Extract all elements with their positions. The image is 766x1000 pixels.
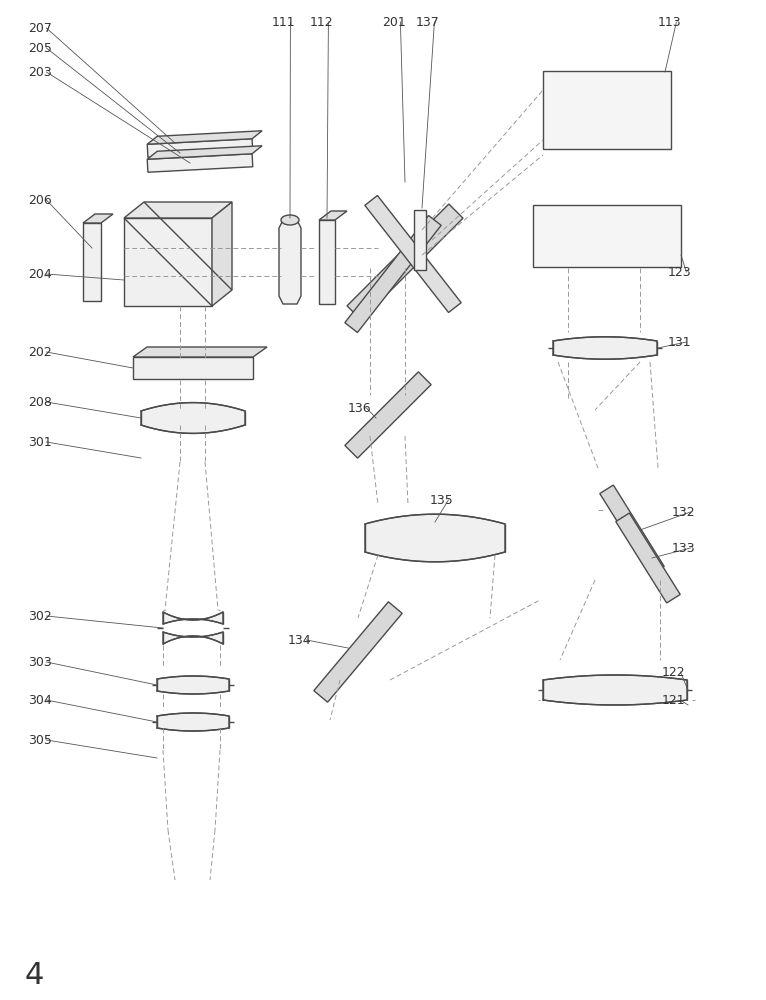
- Text: 113: 113: [658, 15, 682, 28]
- Polygon shape: [147, 154, 253, 172]
- Polygon shape: [157, 713, 229, 731]
- Text: 203: 203: [28, 66, 52, 79]
- Bar: [414, 210, 426, 270]
- Polygon shape: [83, 223, 101, 301]
- Text: 111: 111: [272, 15, 296, 28]
- Polygon shape: [83, 214, 113, 223]
- Polygon shape: [543, 675, 687, 705]
- Bar: [543, 71, 671, 149]
- Text: 4: 4: [25, 960, 44, 990]
- Text: 207: 207: [28, 21, 52, 34]
- Text: 136: 136: [348, 401, 372, 414]
- Text: 206: 206: [28, 194, 52, 207]
- Text: 305: 305: [28, 734, 52, 746]
- Bar: [533, 205, 681, 267]
- Text: 302: 302: [28, 609, 52, 622]
- Text: 201: 201: [382, 15, 406, 28]
- Polygon shape: [616, 513, 680, 603]
- Ellipse shape: [281, 215, 299, 225]
- Polygon shape: [345, 215, 441, 333]
- Polygon shape: [163, 612, 223, 624]
- Polygon shape: [124, 202, 232, 218]
- Polygon shape: [319, 220, 335, 304]
- Polygon shape: [147, 131, 262, 144]
- Polygon shape: [212, 202, 232, 306]
- Text: 132: 132: [672, 506, 696, 518]
- Text: 134: 134: [288, 634, 312, 647]
- Polygon shape: [314, 602, 402, 702]
- Polygon shape: [133, 347, 267, 357]
- Polygon shape: [157, 676, 229, 694]
- Text: 205: 205: [28, 41, 52, 54]
- Polygon shape: [147, 146, 262, 159]
- Polygon shape: [365, 195, 461, 313]
- Text: 304: 304: [28, 694, 52, 706]
- Polygon shape: [345, 372, 431, 458]
- Text: 122: 122: [662, 666, 686, 678]
- Text: 303: 303: [28, 656, 52, 668]
- Text: 202: 202: [28, 346, 52, 359]
- Text: 135: 135: [430, 493, 453, 506]
- Text: 204: 204: [28, 267, 52, 280]
- Text: 123: 123: [668, 265, 692, 278]
- Text: 137: 137: [416, 15, 440, 28]
- Polygon shape: [319, 211, 347, 220]
- Text: 133: 133: [672, 542, 696, 554]
- Text: 112: 112: [310, 15, 334, 28]
- Polygon shape: [600, 485, 664, 575]
- Text: 131: 131: [668, 336, 692, 349]
- Polygon shape: [124, 218, 212, 306]
- Polygon shape: [553, 337, 657, 359]
- Text: 208: 208: [28, 395, 52, 408]
- Polygon shape: [141, 403, 245, 433]
- Polygon shape: [147, 139, 253, 157]
- Polygon shape: [279, 220, 301, 304]
- Polygon shape: [163, 632, 223, 644]
- Polygon shape: [365, 514, 505, 562]
- Text: 121: 121: [662, 694, 686, 706]
- Bar: [133, 357, 253, 379]
- Polygon shape: [347, 204, 463, 320]
- Text: 301: 301: [28, 436, 52, 448]
